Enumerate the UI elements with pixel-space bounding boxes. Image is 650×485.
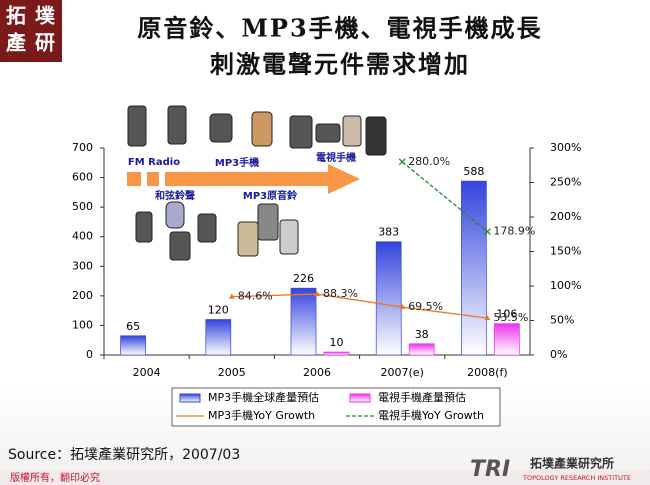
annotation: MP3手機 xyxy=(215,156,259,169)
brand-en: TOPOLOGY RESEARCH INSTITUTE xyxy=(522,474,631,482)
y2-tick-label: 200% xyxy=(550,210,581,223)
y-tick-label: 100 xyxy=(72,318,93,331)
source: Source：拓墣產業研究所，2007/03 xyxy=(8,446,240,463)
marker xyxy=(398,158,406,166)
legend-label: 電視手機YoY Growth xyxy=(378,408,484,422)
marker xyxy=(484,315,491,321)
chart-title: 原音鈴、MP3手機、電視手機成長 xyxy=(137,14,542,43)
bar xyxy=(494,323,520,356)
data-label: 383 xyxy=(378,226,399,239)
logo-bg xyxy=(0,0,62,62)
legend-label: MP3手機全球產量預估 xyxy=(208,390,319,404)
marker xyxy=(483,228,491,236)
y-tick-label: 400 xyxy=(72,230,93,243)
bar xyxy=(205,319,232,356)
marker xyxy=(399,304,406,310)
bar xyxy=(461,180,487,356)
footer-bar xyxy=(0,470,650,485)
line xyxy=(401,161,488,233)
logo-char: 研 xyxy=(35,31,55,55)
copyright: 版權所有，翻印必究 xyxy=(10,471,100,484)
annotation: FM Radio xyxy=(128,157,180,168)
data-label: 10 xyxy=(330,336,344,349)
data-label: 226 xyxy=(293,272,314,285)
marker xyxy=(228,293,235,299)
y2-tick-label: 300% xyxy=(550,141,581,154)
x-tick-label: 2005 xyxy=(218,366,246,379)
x-tick-label: 2004 xyxy=(133,366,161,379)
data-label: 38 xyxy=(415,328,429,341)
x-tick-label: 2008(f) xyxy=(467,366,507,379)
x-tick-label: 2007(e) xyxy=(381,366,424,379)
logo-char: 產 xyxy=(6,31,26,55)
logo-char: 拓 xyxy=(6,4,26,28)
bar xyxy=(375,241,402,356)
y-tick-label: 700 xyxy=(72,141,93,154)
x-tick-label: 2006 xyxy=(303,366,331,379)
y-tick-label: 300 xyxy=(72,259,93,272)
data-label: 88.3% xyxy=(323,287,358,300)
y-tick-label: 500 xyxy=(72,200,93,213)
legend-box xyxy=(171,387,501,427)
data-label: 120 xyxy=(208,304,229,317)
phone-images xyxy=(127,105,387,261)
brand-name: 拓墣產業研究所 xyxy=(530,456,614,471)
data-label: 69.5% xyxy=(408,300,443,313)
y2-tick-label: 100% xyxy=(550,279,581,292)
data-label: 280.0% xyxy=(408,155,450,168)
y2-tick-label: 0% xyxy=(550,348,567,361)
y2-tick-label: 250% xyxy=(550,176,581,189)
data-label: 106 xyxy=(496,308,517,321)
bar xyxy=(323,351,350,356)
brand-mark: TRI xyxy=(470,457,510,482)
annotation: MP3原音鈴 xyxy=(243,189,298,202)
data-label: 53.5% xyxy=(493,311,528,324)
y2-tick-label: 50% xyxy=(550,314,574,327)
y2-tick-label: 150% xyxy=(550,245,581,258)
y-tick-label: 200 xyxy=(72,289,93,302)
legend-swatch xyxy=(179,393,201,403)
annotation: 和弦鈴聲 xyxy=(154,189,195,202)
data-label: 178.9% xyxy=(493,225,535,238)
data-label: 588 xyxy=(463,165,484,178)
bar xyxy=(408,343,435,356)
marker xyxy=(314,291,320,297)
chart-subtitle: 刺激電聲元件需求增加 xyxy=(210,50,470,79)
bar xyxy=(290,287,317,356)
timeline-arrow xyxy=(127,164,360,194)
y-tick-label: 600 xyxy=(72,171,93,184)
logo-char: 墣 xyxy=(35,4,56,28)
data-label: 84.6% xyxy=(238,290,273,303)
y-tick-label: 0 xyxy=(86,348,93,361)
legend-label: 電視手機產量預估 xyxy=(378,390,466,404)
legend-swatch xyxy=(349,393,371,403)
line xyxy=(231,293,488,319)
data-label: 65 xyxy=(126,320,140,333)
legend-label: MP3手機YoY Growth xyxy=(208,408,315,422)
annotation: 電視手機 xyxy=(316,151,356,164)
bar xyxy=(120,335,146,356)
